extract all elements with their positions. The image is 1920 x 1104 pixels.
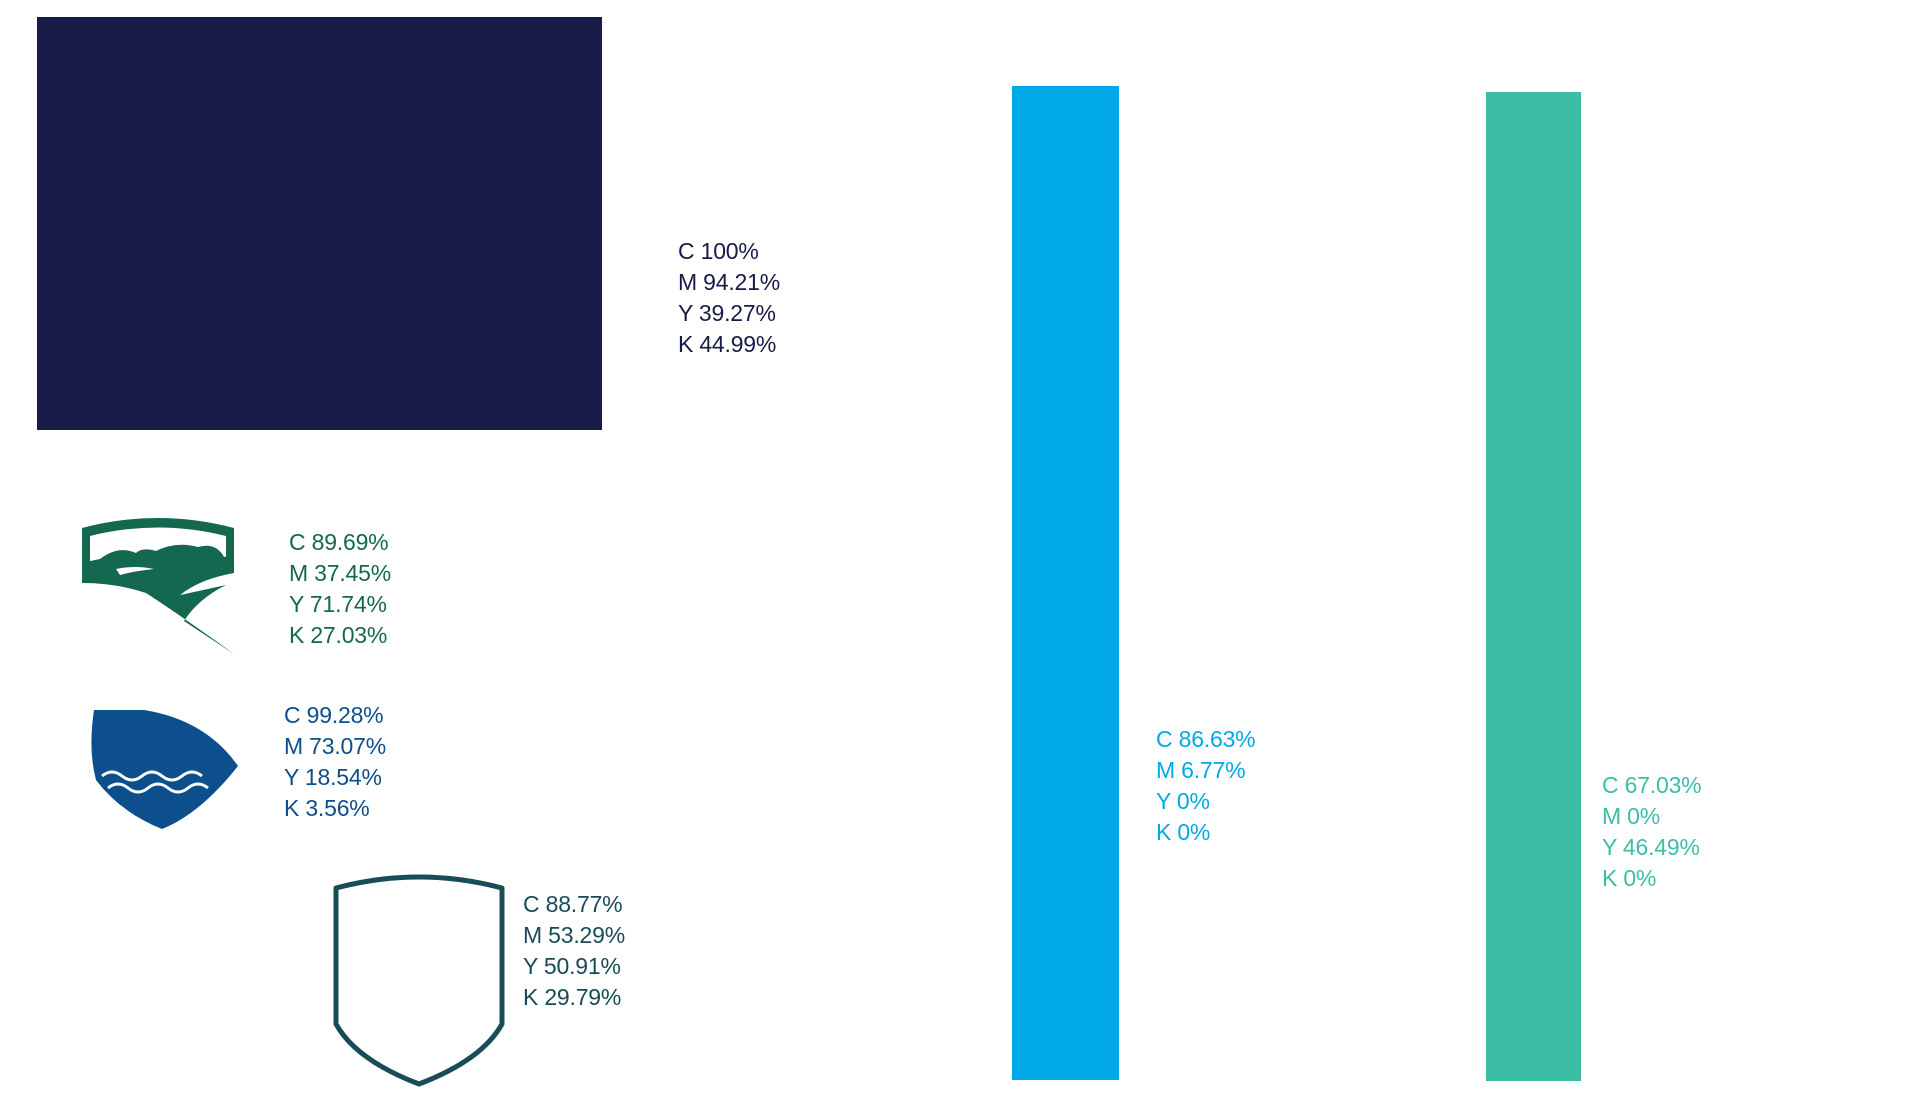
cmyk-yellow-value: Y 50.91% bbox=[523, 953, 621, 979]
cmyk-cyan-value: C 67.03% bbox=[1602, 772, 1702, 798]
cmyk-magenta-value: M 73.07% bbox=[284, 733, 386, 759]
cmyk-yellow-value: Y 18.54% bbox=[284, 764, 382, 790]
cmyk-magenta-value: M 53.29% bbox=[523, 922, 625, 948]
navy-color-swatch bbox=[37, 17, 602, 430]
cmyk-cyan-value: C 99.28% bbox=[284, 702, 384, 728]
shield-outline-icon bbox=[333, 874, 505, 1087]
cmyk-yellow-value: Y 71.74% bbox=[289, 591, 387, 617]
cmyk-magenta-value: M 0% bbox=[1602, 803, 1660, 829]
cmyk-black-value: K 29.79% bbox=[523, 984, 622, 1010]
cyan-color-swatch bbox=[1012, 86, 1119, 1080]
cmyk-cyan-value: C 88.77% bbox=[523, 891, 623, 917]
cmyk-magenta-value: M 94.21% bbox=[678, 269, 780, 295]
cyan-cmyk-values: C 86.63% M 6.77% Y 0% K 0% bbox=[1156, 724, 1256, 848]
cmyk-magenta-value: M 37.45% bbox=[289, 560, 391, 586]
cmyk-black-value: K 44.99% bbox=[678, 331, 777, 357]
cmyk-cyan-value: C 89.69% bbox=[289, 529, 389, 555]
hills-emblem-icon bbox=[82, 518, 234, 654]
cmyk-cyan-value: C 100% bbox=[678, 238, 759, 264]
green-cmyk-values: C 89.69% M 37.45% Y 71.74% K 27.03% bbox=[289, 527, 391, 651]
cmyk-black-value: K 0% bbox=[1156, 819, 1211, 845]
shield-cmyk-values: C 88.77% M 53.29% Y 50.91% K 29.79% bbox=[523, 889, 625, 1013]
cmyk-cyan-value: C 86.63% bbox=[1156, 726, 1256, 752]
cmyk-black-value: K 27.03% bbox=[289, 622, 388, 648]
cmyk-yellow-value: Y 46.49% bbox=[1602, 834, 1700, 860]
teal-cmyk-values: C 67.03% M 0% Y 46.49% K 0% bbox=[1602, 770, 1702, 894]
cmyk-black-value: K 0% bbox=[1602, 865, 1657, 891]
blue-cmyk-values: C 99.28% M 73.07% Y 18.54% K 3.56% bbox=[284, 700, 386, 824]
teal-color-swatch bbox=[1486, 92, 1581, 1081]
cmyk-black-value: K 3.56% bbox=[284, 795, 370, 821]
cmyk-yellow-value: Y 39.27% bbox=[678, 300, 776, 326]
cmyk-yellow-value: Y 0% bbox=[1156, 788, 1210, 814]
navy-cmyk-values: C 100% M 94.21% Y 39.27% K 44.99% bbox=[678, 236, 780, 360]
waves-emblem-icon bbox=[91, 710, 238, 829]
cmyk-magenta-value: M 6.77% bbox=[1156, 757, 1246, 783]
